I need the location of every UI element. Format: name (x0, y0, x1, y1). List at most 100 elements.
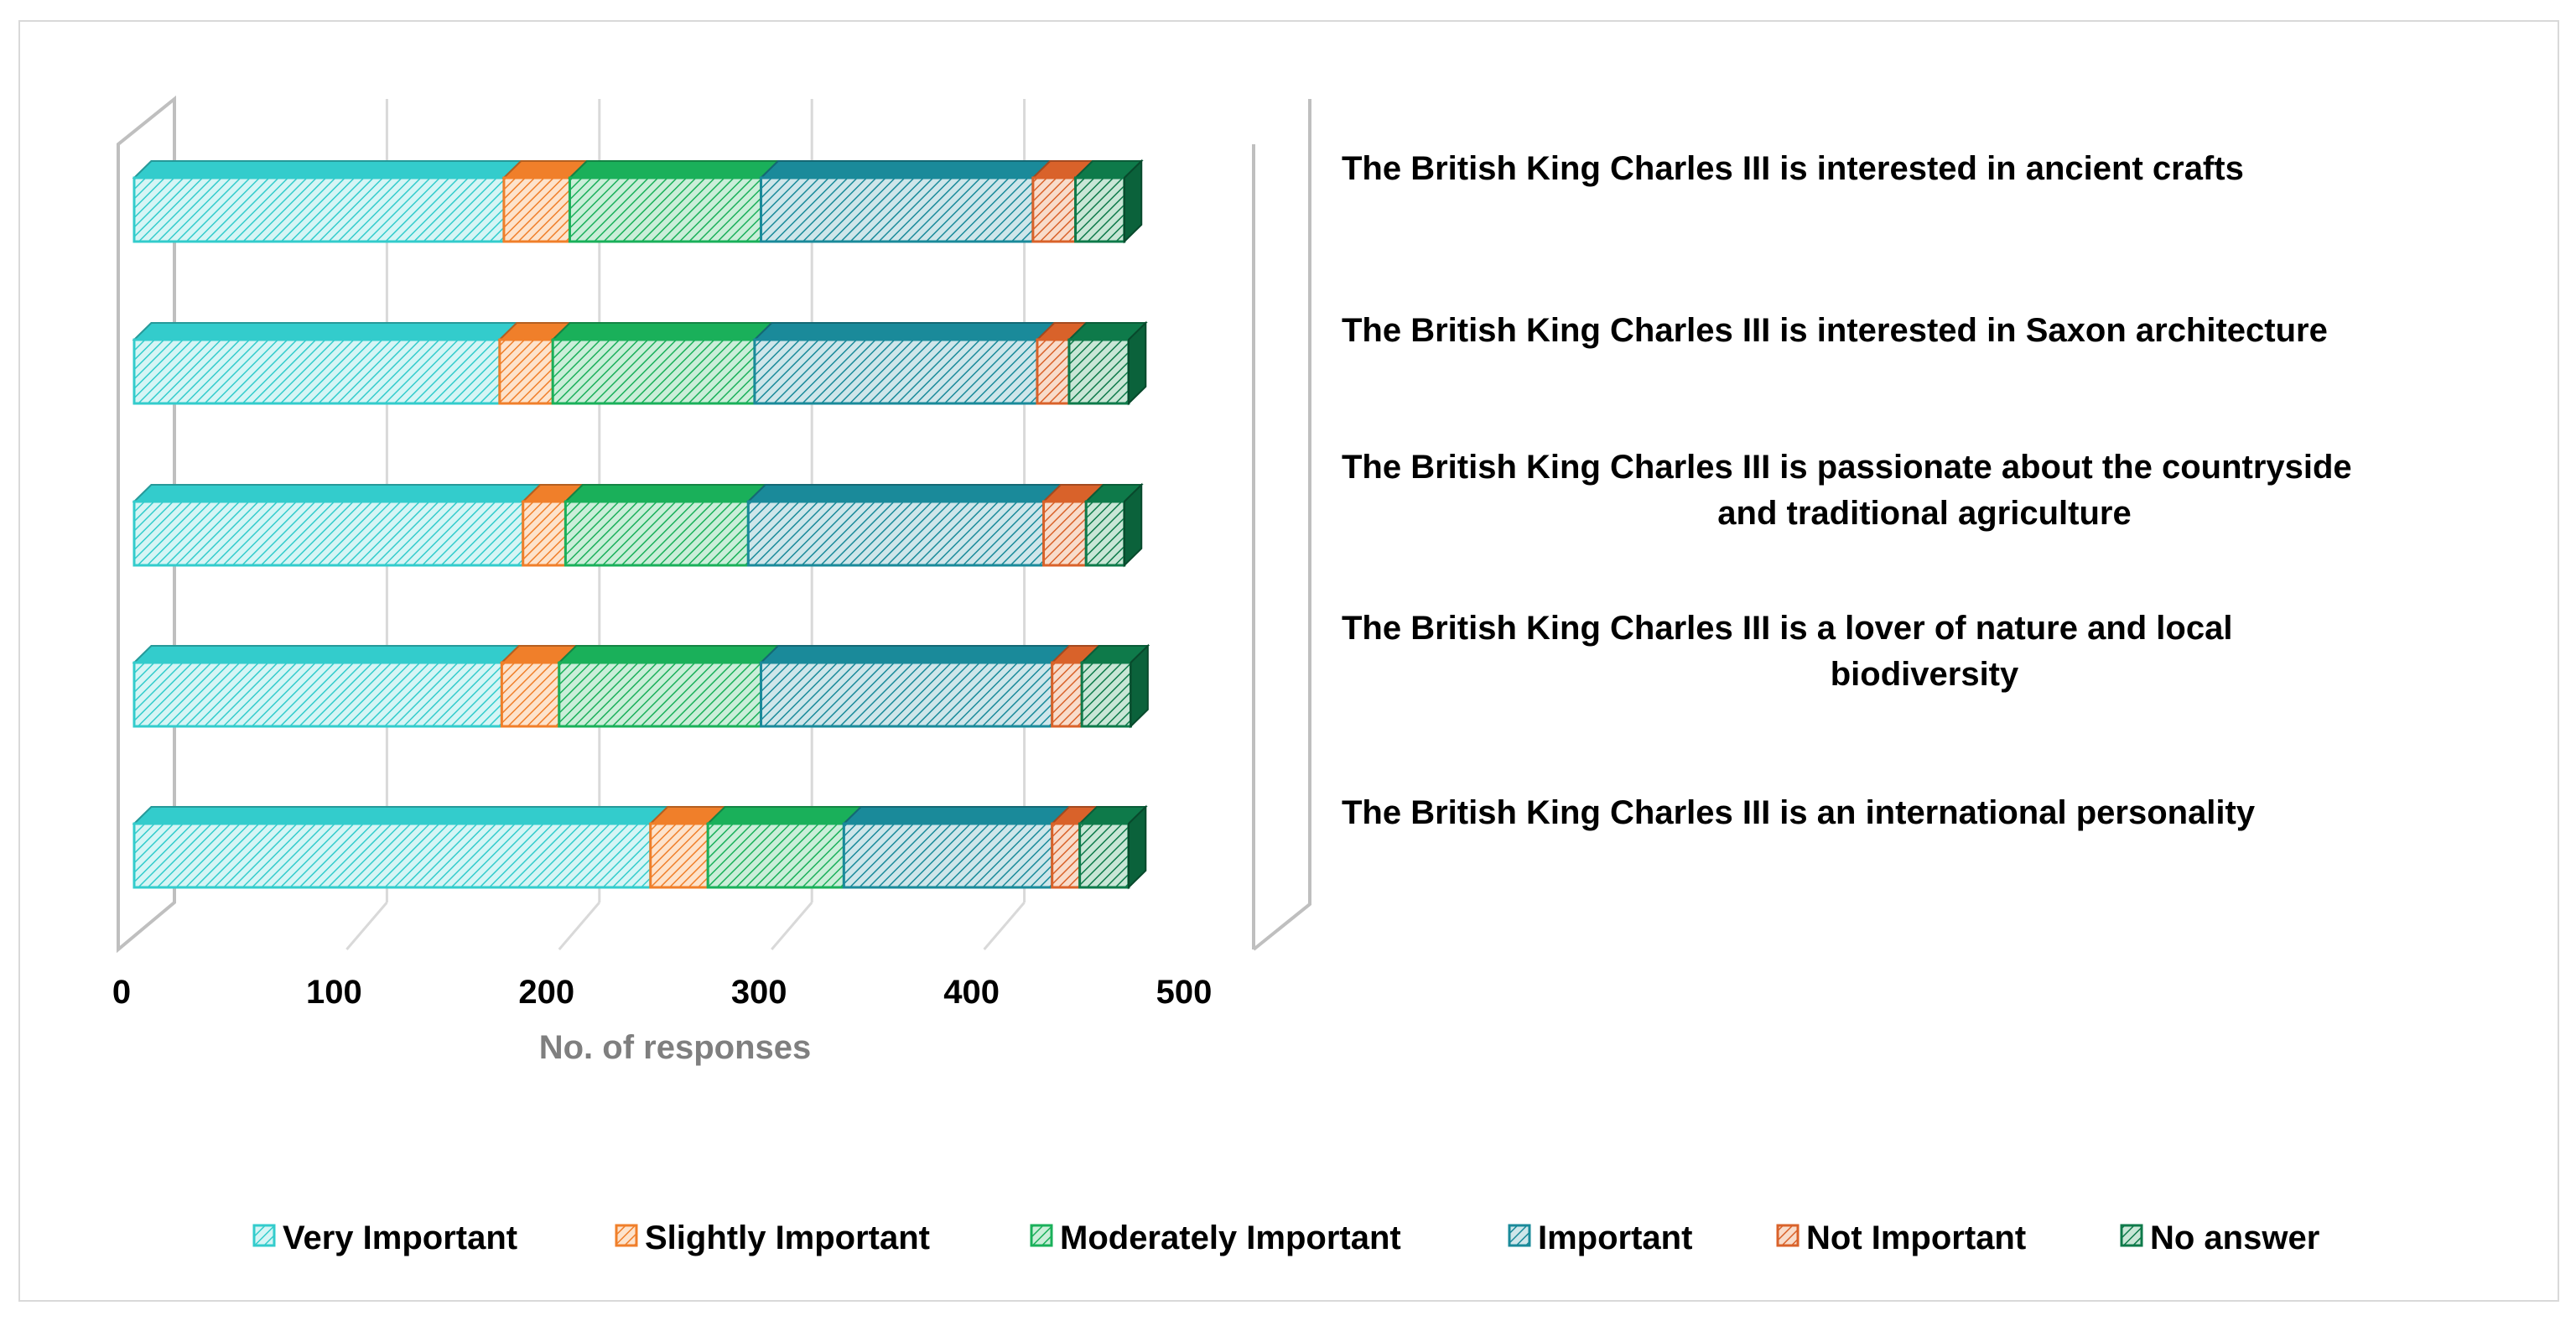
bar-top-moderately-important (563, 484, 768, 502)
legend-label: Important (1538, 1220, 1692, 1256)
bar-segment-slightly-important (649, 822, 709, 889)
bar-segment-slightly-important (498, 338, 554, 405)
bar-segment-slightly-important (502, 176, 571, 243)
floor-gridline (983, 902, 1026, 950)
bar-segment-very-important (132, 822, 652, 889)
bar-segment-moderately-important (564, 500, 750, 567)
x-tick-label: 500 (1156, 974, 1213, 1011)
category-label: The British King Charles III is an inter… (1342, 794, 2256, 831)
chart-walls (117, 95, 1311, 954)
bar-segment-no-answer (1067, 338, 1130, 405)
legend-label: Slightly Important (645, 1220, 930, 1256)
category-label: The British King Charles III is a lover … (1342, 610, 2232, 647)
legend-item-not-important: Not Important (1776, 1220, 2026, 1256)
x-tick-label: 400 (943, 974, 1000, 1011)
bar-top-important (759, 645, 1072, 663)
x-axis-label: No. of responses (539, 1029, 812, 1066)
legend-item-slightly-important: Slightly Important (615, 1220, 930, 1256)
bar-segment-very-important (132, 500, 525, 567)
legend-label: Very Important (283, 1220, 517, 1256)
legend-item-no-answer: No answer (2120, 1220, 2319, 1256)
bar-segment-slightly-important (522, 500, 567, 567)
bar-top-important (759, 160, 1052, 179)
bar-row (132, 320, 1148, 406)
bar-segment-no-answer (1080, 661, 1132, 728)
bar-row (132, 159, 1144, 244)
floor-gridline (345, 902, 388, 950)
bar-top-very-important (132, 322, 519, 341)
legend-swatch (1776, 1224, 1800, 1247)
legend-item-moderately-important: Moderately Important (1030, 1220, 1401, 1256)
bar-segment-very-important (132, 661, 503, 728)
legend-swatch (1030, 1224, 1053, 1247)
category-label: and traditional agriculture (1717, 495, 2131, 532)
left-wall (117, 95, 176, 954)
x-tick-label: 300 (731, 974, 787, 1011)
bar-segment-not-important (1051, 661, 1083, 728)
bar-segment-no-answer (1078, 822, 1130, 889)
bar-segment-not-important (1051, 822, 1082, 889)
bar-row (132, 643, 1150, 729)
legend-label: Moderately Important (1060, 1220, 1401, 1256)
bar-top-moderately-important (568, 160, 781, 179)
bar-end-face (1127, 804, 1147, 890)
bar-segment-very-important (132, 176, 506, 243)
bar-top-very-important (132, 806, 670, 824)
bar-row (132, 804, 1148, 890)
category-label: The British King Charles III is interest… (1342, 150, 2244, 187)
bar-segment-slightly-important (500, 661, 561, 728)
bar-segment-not-important (1042, 500, 1088, 567)
bar-segment-important (760, 176, 1035, 243)
bar-segment-moderately-important (706, 822, 845, 889)
bar-top-very-important (132, 160, 523, 179)
bar-end-face (1123, 482, 1143, 568)
bar-segment-important (746, 500, 1046, 567)
bar-segment-not-important (1036, 338, 1071, 405)
bar-segment-not-important (1031, 176, 1078, 243)
bar-top-very-important (132, 645, 522, 663)
bar-segment-very-important (132, 338, 501, 405)
bar-top-important (752, 322, 1057, 341)
bar-segment-important (842, 822, 1054, 889)
category-label: The British King Charles III is passiona… (1342, 449, 2352, 486)
legend-swatch (1508, 1224, 1531, 1247)
bar-top-moderately-important (550, 322, 774, 341)
bar-top-important (841, 806, 1072, 824)
category-label: biodiversity (1831, 656, 2019, 693)
bar-segment-moderately-important (568, 176, 763, 243)
bar-top-moderately-important (557, 645, 781, 663)
legend-item-important: Important (1508, 1220, 1692, 1256)
bar-top-very-important (132, 484, 543, 502)
x-tick-label: 0 (112, 974, 131, 1011)
bar-end-face (1127, 320, 1147, 406)
bars (132, 159, 1150, 890)
legend-item-very-important: Very Important (252, 1220, 517, 1256)
x-axis: 0 100 200 300 400 500 (112, 974, 1213, 1011)
floor-gridline (771, 902, 813, 950)
right-wall (1252, 99, 1311, 951)
bar-segment-important (753, 338, 1039, 405)
category-labels: The British King Charles III is interest… (1342, 150, 2352, 831)
legend: Very Important Slightly Important Moderate… (252, 1220, 2319, 1256)
bar-end-face (1130, 643, 1149, 729)
legend-swatch (615, 1224, 638, 1247)
legend-swatch (252, 1224, 276, 1247)
chart-frame (18, 20, 2559, 1302)
legend-label: Not Important (1806, 1220, 2026, 1256)
floor-gridline (558, 902, 600, 950)
bar-segment-no-answer (1074, 176, 1126, 243)
x-tick-label: 100 (306, 974, 362, 1011)
bar-top-important (745, 484, 1063, 502)
x-tick-label: 200 (518, 974, 574, 1011)
bar-end-face (1123, 159, 1143, 244)
bar-segment-moderately-important (558, 661, 763, 728)
legend-label: No answer (2150, 1220, 2319, 1256)
bar-segment-moderately-important (551, 338, 756, 405)
bar-segment-important (760, 661, 1054, 728)
bar-row (132, 482, 1144, 568)
bar-top-moderately-important (705, 806, 864, 824)
legend-swatch (2120, 1224, 2143, 1247)
category-label: The British King Charles III is interest… (1342, 312, 2328, 349)
bar-segment-no-answer (1084, 500, 1126, 567)
